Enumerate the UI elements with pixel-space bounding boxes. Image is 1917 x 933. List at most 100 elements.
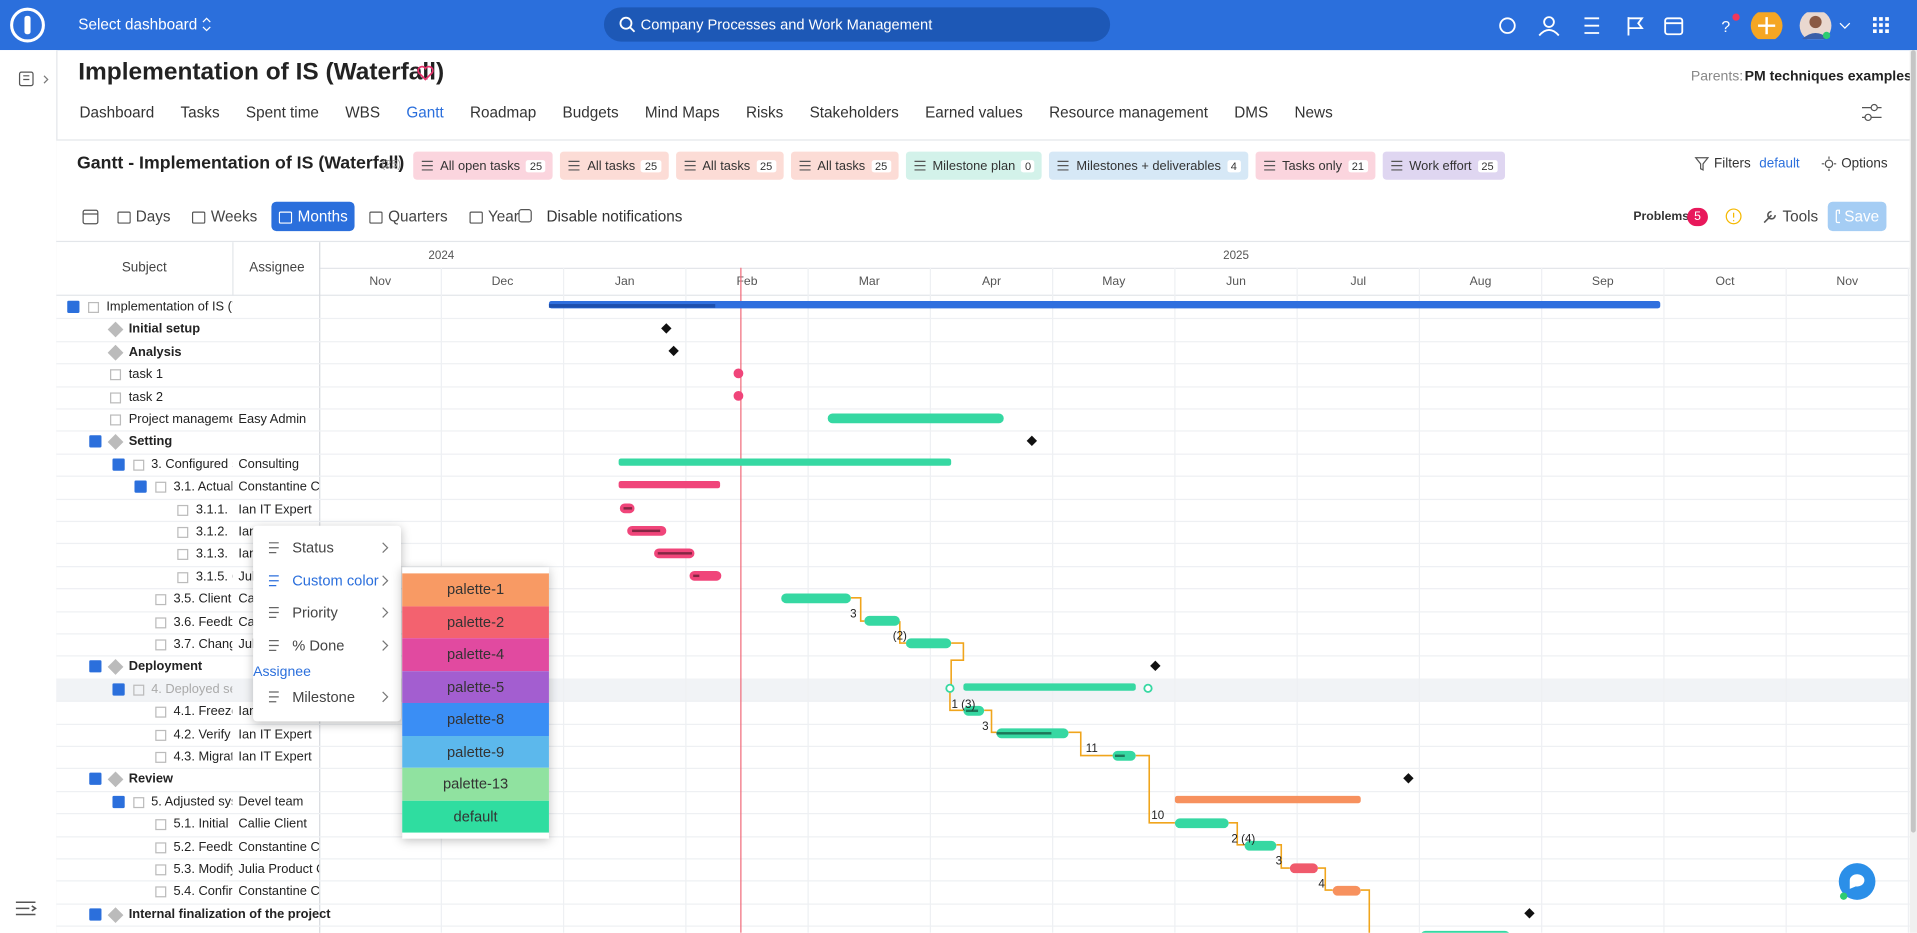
task-row[interactable]: 3. Configured sy Consulting [56, 453, 1910, 478]
save-button[interactable]: Save [1827, 201, 1887, 232]
disable-notifications[interactable]: Disable notifications [546, 207, 683, 225]
row-toggle[interactable] [89, 660, 102, 673]
menu-item[interactable]: Priority [253, 599, 401, 626]
row-icon [155, 481, 167, 493]
nav-tab[interactable]: Spent time [245, 103, 319, 122]
info-icon[interactable] [1725, 208, 1742, 225]
favorite-icon[interactable] [417, 65, 434, 81]
scale-icon [117, 210, 131, 224]
row-toggle[interactable] [89, 435, 102, 448]
nav-tab[interactable]: DMS [1234, 103, 1269, 122]
palette-item[interactable]: palette-4 [402, 638, 549, 671]
task-row[interactable]: Project managemen Easy Admin [56, 408, 1910, 433]
task-row[interactable]: Setting [56, 431, 1910, 455]
task-row[interactable]: 3.1.1. F Ian IT Expert [56, 498, 1910, 523]
row-toggle[interactable] [111, 795, 125, 808]
nav-tab[interactable]: WBS [345, 103, 381, 122]
palette-item[interactable]: palette-8 [402, 702, 549, 736]
palette-item[interactable]: default [402, 800, 549, 833]
nav-settings[interactable] [1861, 103, 1883, 123]
query-chip[interactable]: Tasks only 21 [1255, 151, 1376, 180]
palette-item[interactable]: palette-2 [402, 605, 549, 639]
task-row[interactable]: 3.1.3. H Ian [56, 543, 1910, 568]
task-row[interactable]: 5.2. Feedba Constantine Co [56, 836, 1910, 860]
query-chip[interactable]: All tasks 25 [560, 151, 669, 180]
task-row[interactable]: 4.1. Freeze Ian [56, 701, 1910, 725]
nav-tab[interactable]: News [1294, 103, 1333, 122]
chat-button[interactable] [1838, 862, 1880, 904]
collapse-menu[interactable] [15, 900, 39, 917]
checkbox[interactable] [518, 209, 533, 224]
nav-tab[interactable]: Roadmap [470, 103, 537, 122]
task-row[interactable]: 3.1. Actual Constantine Co [56, 476, 1910, 500]
search-box[interactable]: Company Processes and Work Management [603, 7, 1111, 42]
task-row[interactable]: Implementation of IS (Wa [56, 296, 1910, 320]
task-row[interactable]: 5.3. Modify Julia Product O [56, 858, 1910, 882]
menu-item[interactable]: Milestone [253, 683, 401, 710]
query-chip[interactable]: Milestone plan 0 [905, 151, 1043, 180]
task-row[interactable]: 5.1. Initial p Callie Client [56, 813, 1910, 837]
nav-tab[interactable]: Risks [745, 103, 784, 122]
scale-button[interactable]: Quarters [362, 202, 454, 231]
parents-value[interactable]: PM techniques examples [1744, 69, 1912, 85]
row-toggle[interactable] [67, 300, 80, 313]
task-row[interactable]: 3.6. Feedba Ca [56, 611, 1910, 635]
nav-tab[interactable]: Earned values [925, 103, 1023, 122]
task-row[interactable]: Initial setup [56, 318, 1910, 343]
filters-button[interactable]: Filters [1687, 149, 1758, 178]
sidebar-toggle[interactable] [18, 71, 52, 88]
task-row[interactable]: 3.1.2. U Ian [56, 521, 1910, 545]
query-chip[interactable]: All tasks 25 [790, 151, 899, 180]
query-chip[interactable]: Milestones + deliverables 4 [1049, 151, 1248, 180]
menu-item[interactable]: Custom color [253, 567, 401, 594]
task-row[interactable]: 5. Adjusted syst Devel team [56, 791, 1910, 815]
palette-item[interactable]: palette-5 [402, 670, 549, 703]
menu-item[interactable]: % Done [253, 632, 401, 659]
scale-button[interactable]: Weeks [185, 202, 264, 231]
nav-tab[interactable]: Dashboard [79, 103, 155, 122]
task-row[interactable]: task 1 [56, 363, 1910, 388]
task-row[interactable]: 3.5. Client i Ca [56, 588, 1910, 612]
task-row[interactable]: 3.1.5. C Jul [56, 566, 1910, 590]
palette-item[interactable]: palette-13 [402, 767, 549, 801]
task-row[interactable]: Analysis [56, 341, 1910, 365]
calendar-button[interactable] [82, 208, 99, 225]
task-row[interactable]: 5.4. Confirm Constantine Co [56, 881, 1910, 905]
nav-tab[interactable]: Stakeholders [809, 103, 899, 122]
task-row[interactable]: 4.2. Verify c Ian IT Expert [56, 723, 1910, 747]
scale-button[interactable]: Months [271, 201, 356, 232]
toolbar-icons[interactable]: ? [1494, 12, 1873, 40]
task-row[interactable]: 4.3. Migratio Ian IT Expert [56, 746, 1910, 770]
tools-button[interactable]: Tools [1754, 202, 1825, 231]
nav-tab[interactable]: Tasks [180, 103, 220, 122]
apps-icon[interactable] [1872, 16, 1892, 36]
problems-count[interactable]: 5 [1687, 207, 1708, 227]
nav-tab[interactable]: Budgets [562, 103, 619, 122]
task-row[interactable]: 3.7. Change Jul [56, 633, 1910, 658]
task-row[interactable]: Review [56, 768, 1910, 792]
row-toggle[interactable] [111, 683, 125, 696]
palette-item[interactable]: palette-1 [402, 573, 549, 606]
task-row[interactable]: task 2 [56, 386, 1910, 410]
query-chip[interactable]: All tasks 25 [675, 151, 784, 180]
menu-item[interactable]: Assignee [253, 659, 401, 686]
nav-tab[interactable]: Gantt [406, 103, 444, 122]
logo[interactable] [10, 7, 45, 43]
row-toggle[interactable] [89, 773, 102, 786]
row-toggle[interactable] [111, 458, 125, 471]
query-chip[interactable]: All open tasks 25 [413, 151, 554, 180]
scale-button[interactable]: Days [110, 202, 178, 231]
row-toggle[interactable] [134, 480, 147, 493]
row-toggle[interactable] [89, 908, 102, 921]
nav-tab[interactable]: Mind Maps [644, 103, 720, 122]
nav-tab[interactable]: Resource management [1049, 103, 1208, 122]
palette-item[interactable]: palette-9 [402, 735, 549, 768]
query-name[interactable]: default [1759, 156, 1800, 172]
options-button[interactable]: Options [1814, 149, 1895, 178]
menu-item[interactable]: Status [253, 534, 401, 561]
dashboard-select[interactable]: Select dashboard [78, 15, 198, 34]
scale-button[interactable]: Years [462, 202, 534, 231]
scroll-thumb[interactable] [1910, 50, 1916, 833]
task-row[interactable]: Internal finalization of the project [56, 903, 1910, 927]
query-chip[interactable]: Work effort 25 [1382, 151, 1505, 180]
